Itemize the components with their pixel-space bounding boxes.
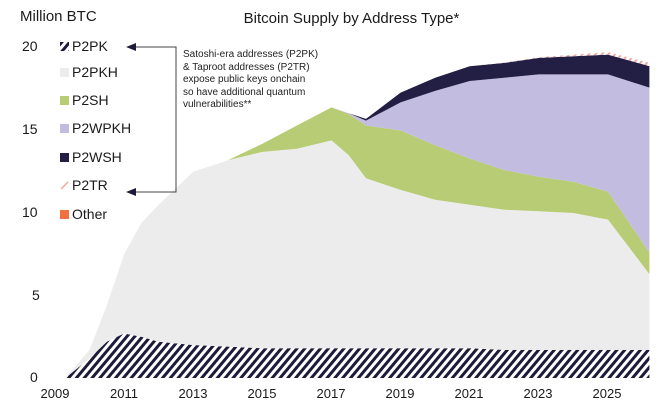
legend-item-other: Other — [60, 206, 107, 222]
legend-item-p2pkh: P2PKH — [60, 64, 118, 80]
hatch-swatch-icon — [60, 41, 69, 51]
legend-item-p2wpkh: P2WPKH — [60, 120, 131, 136]
x-tick-2011: 2011 — [110, 386, 138, 401]
x-tick-2015: 2015 — [247, 386, 277, 401]
annotation-line: so have additional quantum — [183, 86, 306, 98]
y-tick-10: 10 — [22, 204, 38, 220]
x-tick-2025: 2025 — [592, 386, 622, 401]
annotation-line: vulnerabilities** — [183, 99, 252, 110]
swatch-icon — [60, 152, 69, 162]
legend-label: P2WPKH — [72, 120, 132, 136]
y-axis-label: Million BTC — [20, 8, 97, 25]
swatch-icon — [60, 95, 69, 105]
legend-item-p2sh: P2SH — [60, 92, 109, 108]
legend-item-p2pk: P2PK — [60, 38, 108, 54]
legend-label: P2TR — [72, 177, 108, 193]
y-tick-20: 20 — [22, 38, 38, 54]
y-tick-5: 5 — [32, 287, 40, 303]
x-tick-2019: 2019 — [385, 386, 415, 401]
arrow-left-icon — [126, 43, 136, 51]
legend-label: Other — [72, 206, 108, 222]
area-p2sh — [65, 107, 650, 379]
chart-title: Bitcoin Supply by Address Type* — [243, 10, 460, 27]
x-tick-2017: 2017 — [316, 386, 346, 401]
x-tick-2013: 2013 — [178, 386, 208, 401]
swatch-icon — [60, 209, 69, 219]
legend-item-p2tr: P2TR — [60, 177, 108, 193]
annotation-line: expose public keys onchain — [183, 74, 306, 85]
legend-item-p2wsh: P2WSH — [60, 149, 122, 165]
legend-label: P2PKH — [72, 64, 118, 80]
annotation-text: Satoshi-era addresses (P2PK) & Taproot a… — [183, 49, 343, 112]
area-p2pkh — [65, 140, 650, 378]
area-p2pk — [65, 333, 650, 378]
legend-label: P2WSH — [72, 149, 122, 165]
legend-label: P2PK — [72, 38, 108, 54]
annotation-line: Satoshi-era addresses (P2PK) — [183, 49, 319, 60]
x-tick-2023: 2023 — [523, 386, 553, 401]
y-tick-0: 0 — [30, 369, 38, 385]
area-p2wpkh — [65, 74, 650, 379]
swatch-icon — [60, 123, 69, 133]
swatch-icon — [60, 67, 69, 77]
slash-swatch-icon — [60, 180, 69, 190]
y-tick-15: 15 — [22, 121, 38, 137]
x-tick-2009: 2009 — [40, 386, 70, 401]
x-tick-2021: 2021 — [454, 386, 484, 401]
arrow-left-icon — [126, 188, 136, 196]
legend-label: P2SH — [72, 92, 109, 108]
annotation-line: & Taproot addresses (P2TR) — [183, 61, 310, 73]
